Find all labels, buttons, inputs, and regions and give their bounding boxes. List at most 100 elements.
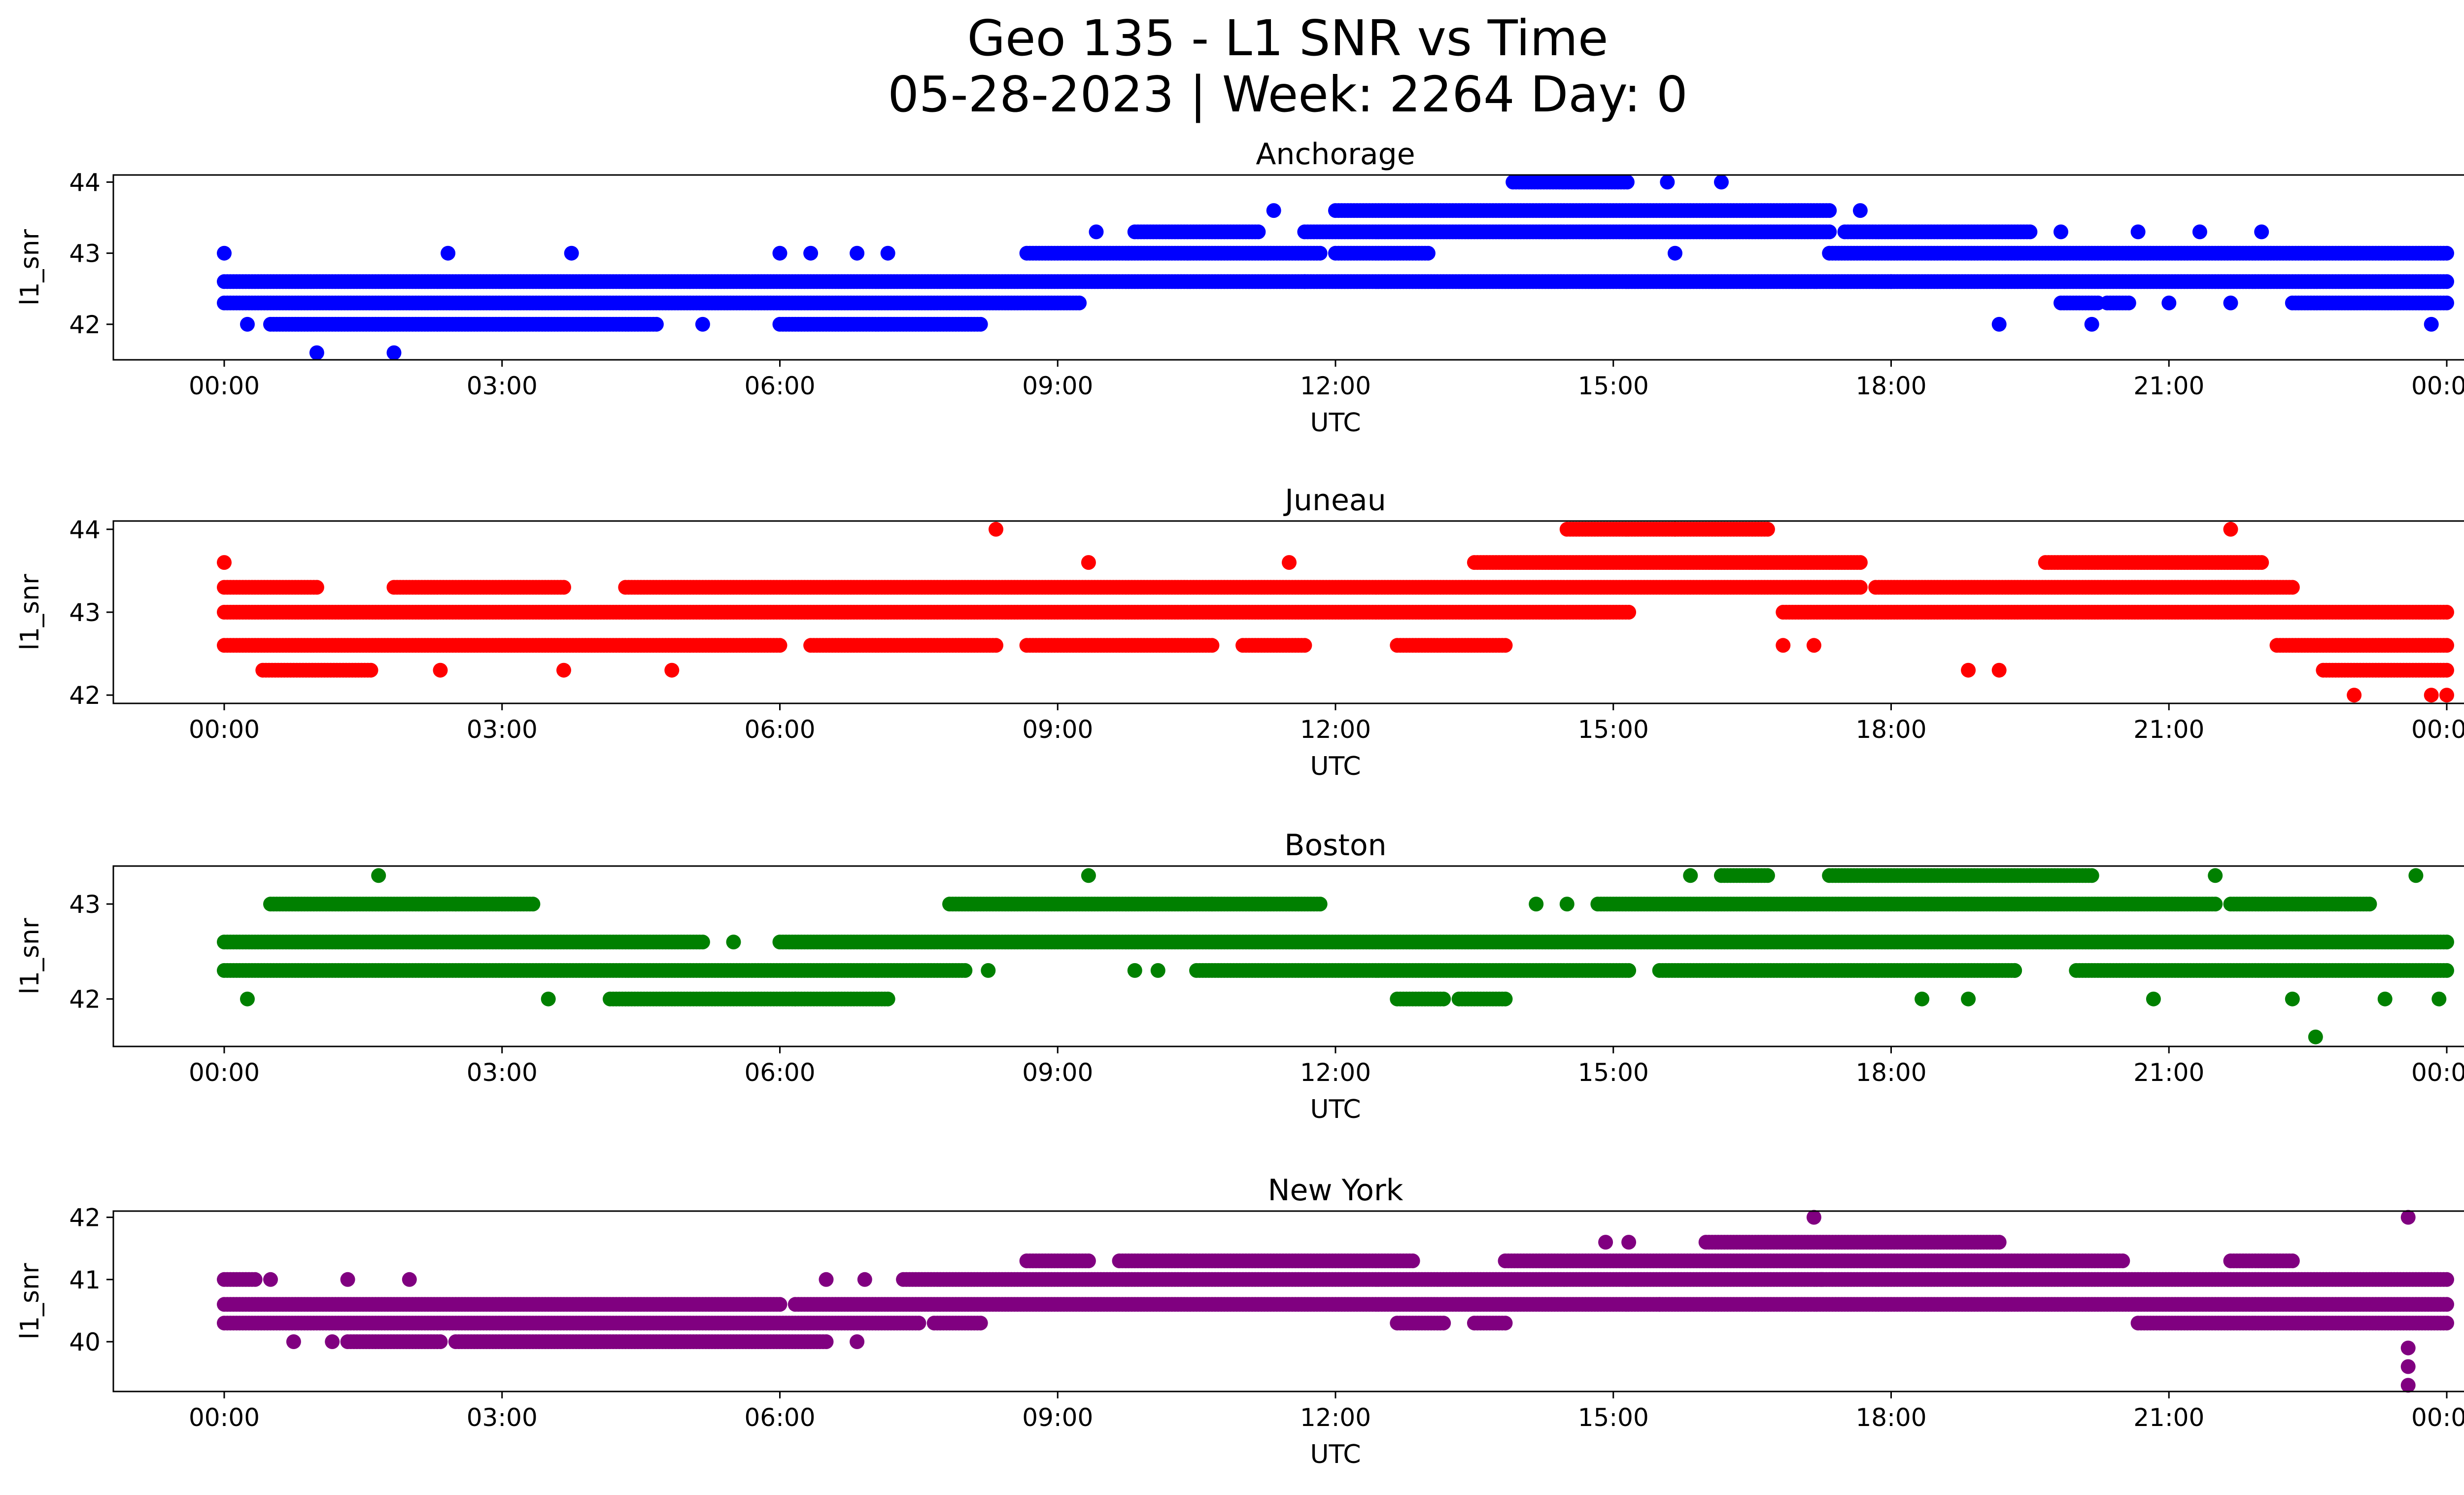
data-point <box>1760 522 1775 537</box>
data-point <box>1822 224 1837 240</box>
data-point <box>989 638 1003 653</box>
data-point <box>2439 638 2454 653</box>
data-point <box>2022 224 2038 240</box>
x-tick-label: 00:00 <box>2411 372 2464 400</box>
data-point <box>1776 638 1791 653</box>
data-point <box>695 316 710 332</box>
subplot-juneau: 00:00 03:00 06:00 09:00 12:00 15:00 18:00 21:00… <box>15 483 2464 781</box>
x-tick-label: 21:00 <box>2133 715 2204 744</box>
data-point <box>772 245 787 261</box>
data-point <box>2424 316 2439 332</box>
data-point <box>1204 638 1220 653</box>
x-tick-label: 15:00 <box>1578 372 1649 400</box>
y-tick-label: 43 <box>69 598 101 627</box>
y-axis-label: l1_snr <box>15 574 45 651</box>
data-point <box>2254 224 2269 240</box>
data-point <box>1089 224 1104 240</box>
x-tick-label: 18:00 <box>1855 372 1926 400</box>
data-point <box>1822 203 1837 218</box>
data-point <box>1619 174 1635 190</box>
data-point <box>2192 224 2207 240</box>
data-point <box>556 662 571 678</box>
data-point <box>556 580 571 595</box>
data-point <box>695 935 710 950</box>
data-point <box>649 316 664 332</box>
data-point <box>2424 688 2439 703</box>
subplot-anchorage: 00:00 03:00 06:00 09:00 12:00 15:00 18:00 21:00… <box>15 137 2464 438</box>
y-tick-label: 43 <box>69 240 101 268</box>
data-point <box>2130 224 2146 240</box>
data-point <box>1498 638 1513 653</box>
data-point <box>1668 245 1682 261</box>
data-point <box>564 245 579 261</box>
data-points <box>217 522 2454 703</box>
data-point <box>386 345 402 360</box>
data-point <box>2439 662 2454 678</box>
data-points <box>217 868 2454 1044</box>
data-point <box>1312 245 1328 261</box>
data-point <box>772 638 787 653</box>
x-tick-label: 06:00 <box>744 372 815 400</box>
data-point <box>1621 605 1637 620</box>
x-tick-label: 00:00 <box>189 372 260 400</box>
x-tick-label: 09:00 <box>1022 715 1093 744</box>
data-point <box>1282 555 1297 570</box>
y-tick-label: 42 <box>69 681 101 710</box>
data-point <box>1806 638 1821 653</box>
data-point <box>2053 224 2068 240</box>
x-tick-label: 00:00 <box>2411 715 2464 744</box>
y-tick-label: 44 <box>69 516 101 544</box>
x-tick-label: 09:00 <box>1022 372 1093 400</box>
data-point <box>2439 935 2454 950</box>
x-tick-label: 12:00 <box>1300 372 1371 400</box>
data-point <box>973 316 988 332</box>
data-point <box>1991 662 2007 678</box>
y-axis-label: l1_snr <box>15 229 45 306</box>
data-point <box>2084 316 2099 332</box>
data-point <box>1852 555 1868 570</box>
x-tick-label: 00:00 <box>189 715 260 744</box>
subplot-boston: 00:00 03:00 06:00 09:00 12:00 15:00 18:00 21:00… <box>15 828 2464 1124</box>
data-point <box>1072 295 1087 311</box>
subplot-title: Anchorage <box>1256 137 1415 172</box>
x-axis-label: UTC <box>1310 752 1361 781</box>
data-point <box>2121 295 2136 311</box>
data-point <box>664 662 680 678</box>
data-point <box>1883 274 1899 289</box>
data-point <box>2161 295 2177 311</box>
data-point <box>1081 555 1096 570</box>
data-point <box>1266 203 1281 218</box>
data-point <box>309 580 324 595</box>
data-point <box>441 245 456 261</box>
data-point <box>989 522 1003 537</box>
data-point <box>240 316 255 332</box>
y-tick-label: 44 <box>69 168 101 197</box>
data-point <box>2439 245 2454 261</box>
data-point <box>1852 203 1868 218</box>
x-tick-label: 18:00 <box>1855 715 1926 744</box>
data-point <box>1251 224 1266 240</box>
x-tick-label: 12:00 <box>1300 715 1371 744</box>
data-point <box>2347 688 2362 703</box>
data-point <box>1852 580 1868 595</box>
data-point <box>850 245 865 261</box>
x-tick-label: 15:00 <box>1578 715 1649 744</box>
data-point <box>1420 245 1436 261</box>
data-point <box>2254 555 2269 570</box>
data-point <box>2439 274 2454 289</box>
x-tick-label: 06:00 <box>744 715 815 744</box>
data-point <box>433 662 448 678</box>
data-point <box>1297 274 1312 289</box>
data-point <box>880 245 895 261</box>
axes-frame <box>112 174 2464 361</box>
data-point <box>2223 295 2238 311</box>
data-point <box>217 245 232 261</box>
data-point <box>1297 638 1312 653</box>
data-point <box>2439 605 2454 620</box>
data-point <box>1660 174 1675 190</box>
data-points <box>217 174 2454 360</box>
x-tick-label: 03:00 <box>467 715 538 744</box>
data-point <box>217 555 232 570</box>
x-axis-label: UTC <box>1310 408 1361 438</box>
